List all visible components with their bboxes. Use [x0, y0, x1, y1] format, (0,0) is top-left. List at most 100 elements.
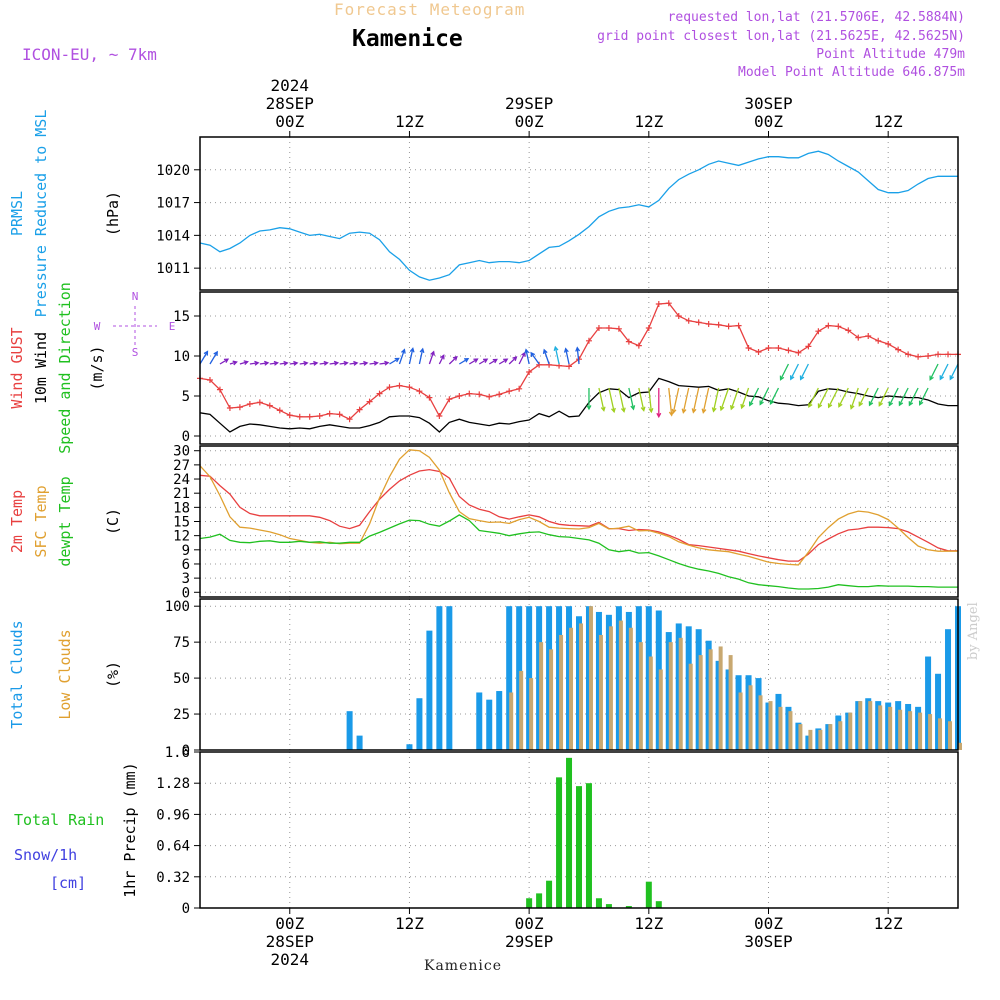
wind-arrow — [808, 387, 819, 408]
bar-low — [598, 634, 603, 750]
bar-low — [509, 692, 514, 750]
bar-rain — [645, 881, 652, 908]
wind-arrow-head — [254, 360, 260, 366]
bar-low — [788, 711, 793, 750]
requested-point: requested lon,lat (21.5706E, 42.5884N) — [667, 10, 965, 25]
wind-arrow — [458, 358, 469, 365]
panel-label-wind: Wind GUST — [8, 327, 26, 408]
gust-marker — [426, 394, 433, 401]
wind-arrow-head — [878, 401, 883, 407]
bar-rain — [655, 901, 662, 908]
wind-arrow-head — [401, 348, 406, 354]
bar-low — [938, 718, 943, 750]
wind-arrow — [888, 387, 899, 406]
time-label-bottom: 29SEP — [505, 932, 553, 951]
wind-arrow-head — [530, 351, 536, 357]
time-label-top: 29SEP — [505, 94, 553, 113]
time-label-top: 28SEP — [266, 94, 314, 113]
wind-arrow-head — [575, 346, 581, 352]
wind-arrow-head — [553, 345, 559, 352]
gust-marker — [216, 386, 223, 393]
gust-marker — [585, 337, 592, 344]
panel-label-pressure: Pressure Reduced to MSL — [32, 110, 50, 318]
bar-total — [356, 735, 363, 750]
wind-arrow — [682, 387, 690, 413]
wind-arrow-head — [868, 401, 874, 407]
time-label-bottom: 12Z — [634, 914, 663, 933]
gust-marker — [266, 402, 273, 409]
gust-marker — [885, 341, 892, 347]
time-label-bottom: 12Z — [395, 914, 424, 933]
bar-total — [945, 629, 952, 750]
gust-marker — [336, 411, 343, 418]
gust-marker — [496, 391, 503, 398]
bar-low — [608, 626, 613, 750]
wind-arrow — [468, 358, 478, 365]
gust-marker — [236, 404, 243, 411]
wind-arrow — [199, 351, 208, 365]
bar-low — [918, 712, 923, 750]
wind-arrow-head — [343, 360, 349, 366]
wind-arrow-head — [711, 407, 717, 413]
bar-total — [486, 699, 493, 750]
ytick-label-temperature: 27 — [173, 458, 190, 474]
wind-arrow-head — [656, 412, 662, 419]
bar-low — [658, 669, 663, 750]
bar-total — [406, 744, 413, 750]
gust-marker — [945, 351, 952, 358]
wind-arrow-head — [817, 403, 823, 409]
model-altitude: Model Point Altitude 646.875m — [738, 65, 965, 80]
wind-arrow-head — [483, 358, 489, 364]
bar-low — [519, 670, 524, 750]
gust-marker — [396, 382, 403, 389]
wind-arrow — [518, 352, 526, 365]
panel-frame-pressure — [199, 136, 959, 291]
wind-arrow-head — [918, 400, 924, 406]
wind-arrow — [389, 357, 399, 365]
bar-low — [718, 646, 723, 750]
wind-arrow-head — [640, 406, 646, 412]
wind-arrow — [638, 387, 645, 411]
gust-marker — [276, 407, 283, 414]
series-line-prmsl — [199, 150, 958, 281]
gust-marker — [735, 322, 742, 329]
gust-marker — [895, 346, 902, 353]
gust-marker — [466, 390, 473, 397]
gust-marker — [865, 333, 872, 339]
bar-total — [346, 711, 353, 750]
gust-marker — [925, 353, 932, 359]
wind-arrow — [817, 387, 829, 408]
wind-arrow-head — [799, 375, 805, 381]
wind-arrow — [702, 387, 710, 413]
gust-marker — [366, 398, 373, 405]
model-label: ICON-EU, ~ 7km — [22, 45, 157, 64]
wind-arrow-head — [512, 356, 518, 362]
wind-arrow — [868, 387, 879, 406]
wind-arrow-head — [849, 404, 855, 410]
compass-rose — [113, 306, 157, 346]
bar-low — [768, 701, 773, 750]
wind-arrow — [543, 349, 550, 365]
bar-low — [958, 742, 962, 750]
panel-label-wind: 10m Wind — [32, 332, 50, 404]
wind-arrow-head — [586, 405, 592, 411]
gust-marker — [855, 334, 862, 341]
ytick-label-clouds: 0 — [182, 743, 190, 759]
gust-marker — [655, 301, 662, 307]
gust-marker — [386, 384, 393, 391]
wind-arrow-head — [648, 407, 654, 414]
bar-rain — [595, 898, 602, 908]
ytick-label-precip: 1.6 — [165, 745, 190, 761]
wind-arrow — [329, 362, 338, 365]
gust-marker — [835, 323, 842, 330]
wind-arrow-head — [611, 407, 616, 414]
gust-marker — [286, 412, 293, 419]
panel-label-clouds: Total Clouds — [8, 620, 26, 728]
ytick-label-precip: 0.96 — [156, 807, 190, 823]
panel-unit-clouds: (%) — [104, 661, 122, 688]
wind-arrow-head — [630, 405, 636, 411]
wind-arrow-head — [213, 350, 218, 356]
gust-marker — [905, 351, 912, 358]
bar-low — [908, 711, 913, 750]
